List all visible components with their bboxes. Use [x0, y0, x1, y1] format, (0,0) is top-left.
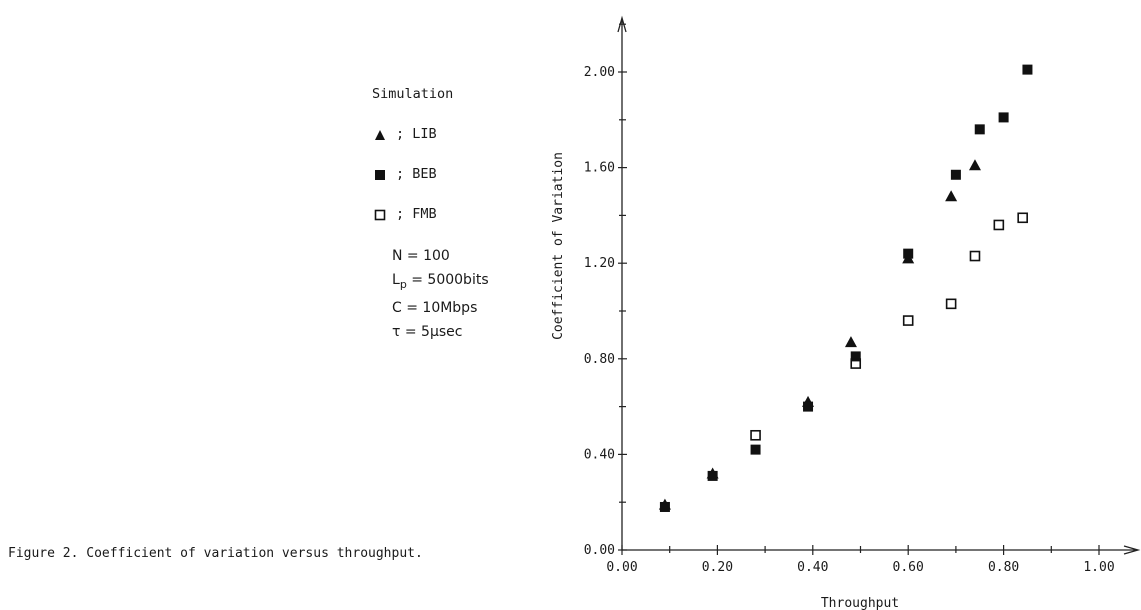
- data-point-fmb: [1017, 212, 1028, 224]
- y-tick-label: 2.00: [584, 65, 615, 80]
- data-point-lib: [844, 336, 857, 348]
- param-n: N = 100: [392, 248, 450, 264]
- data-point-lib: [945, 190, 958, 202]
- legend-item-fmb: ; FMB: [374, 206, 437, 222]
- legend-item-label: ; LIB: [396, 126, 437, 142]
- y-axis-arrow-icon: [617, 15, 627, 33]
- series-fmb: [750, 212, 1028, 441]
- chart-axes: [617, 15, 1141, 555]
- series-beb: [659, 64, 1033, 512]
- legend-item-beb: ; BEB: [374, 166, 437, 182]
- data-point-beb: [750, 444, 761, 455]
- x-tick-label: 0.40: [797, 560, 828, 575]
- legend-title: Simulation: [372, 86, 454, 102]
- x-tick-label: 0.80: [988, 560, 1019, 575]
- legend-item-lib: ; LIB: [374, 126, 437, 142]
- data-point-fmb: [945, 298, 957, 310]
- data-point-fmb: [850, 358, 862, 369]
- x-tick-label: 0.60: [893, 560, 924, 575]
- data-points: [658, 64, 1033, 512]
- data-point-beb: [1022, 64, 1033, 75]
- data-point-beb: [850, 351, 861, 362]
- x-tick-label: 1.00: [1083, 560, 1114, 575]
- data-point-beb: [903, 248, 914, 259]
- y-tick-label: 0.00: [584, 543, 615, 558]
- data-point-beb: [974, 124, 985, 135]
- param-c: C = 10Mbps: [392, 300, 478, 316]
- y-tick-label: 0.80: [584, 352, 615, 367]
- data-point-beb: [659, 501, 670, 512]
- data-point-beb: [803, 401, 814, 412]
- x-tick-label: 0.20: [702, 560, 733, 575]
- data-point-beb: [950, 169, 961, 180]
- data-point-beb: [707, 470, 718, 481]
- y-axis-title: Coefficient of Variation: [551, 152, 566, 340]
- legend-item-label: ; FMB: [396, 206, 437, 222]
- x-axis-title: Throughput: [821, 596, 899, 610]
- data-point-lib: [968, 159, 981, 171]
- y-tick-label: 0.40: [584, 447, 615, 462]
- data-point-fmb: [993, 219, 1005, 231]
- param-lp: Lp = 5000bits: [392, 272, 489, 291]
- y-tick-label: 1.60: [584, 161, 615, 176]
- x-axis-arrow-icon: [1123, 545, 1141, 555]
- open-square-icon: [374, 209, 386, 221]
- figure-caption: Figure 2. Coefficient of variation versu…: [8, 546, 423, 561]
- data-point-fmb: [902, 315, 914, 326]
- y-tick-label: 1.20: [584, 256, 615, 271]
- data-point-fmb: [969, 250, 981, 262]
- filled-triangle-icon: [375, 129, 385, 140]
- series-lib: [658, 159, 981, 510]
- param-tau: τ = 5μsec: [392, 324, 463, 340]
- data-point-fmb: [750, 429, 761, 441]
- x-tick-label: 0.00: [606, 560, 637, 575]
- data-point-beb: [998, 112, 1009, 123]
- legend-item-label: ; BEB: [396, 166, 437, 182]
- y-axis-ticks: 0.00 0.40 0.80 1.20 1.60 2.00: [584, 23, 627, 558]
- filled-square-icon: [375, 169, 385, 180]
- x-axis-ticks: 0.00 0.20 0.40 0.60 0.80 1.00: [606, 545, 1115, 575]
